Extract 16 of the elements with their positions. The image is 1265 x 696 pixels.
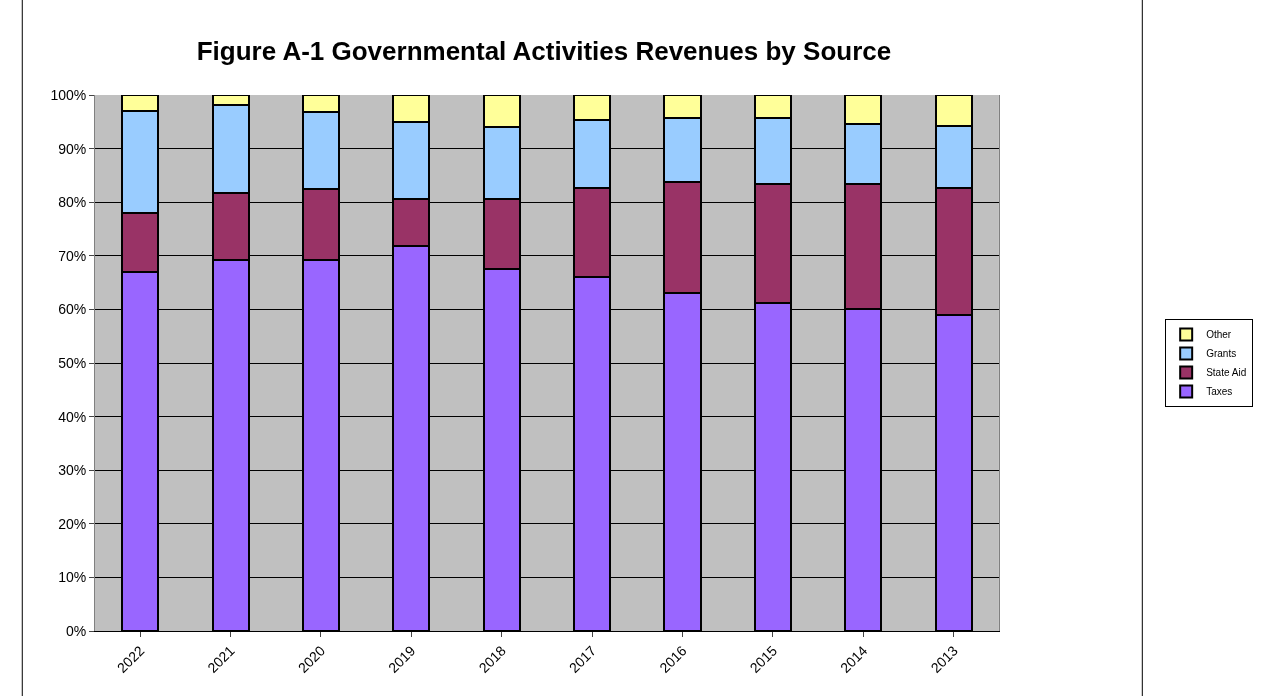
y-tick-label: 80% [58, 194, 87, 211]
y-tick-label: 20% [58, 515, 87, 532]
y-tick-label: 50% [58, 354, 87, 371]
y-tick-label: 10% [58, 569, 87, 586]
y-tick-label: 100% [50, 86, 87, 103]
legend-label: Other [1206, 329, 1232, 341]
y-tick-label: 30% [58, 462, 87, 479]
y-tick-label: 0% [65, 622, 87, 639]
y-tick-label: 60% [58, 301, 87, 318]
y-tick-label: 70% [58, 247, 87, 264]
legend-label: Grants [1206, 348, 1237, 360]
legend-label: Taxes [1206, 386, 1233, 398]
y-tick-label: 40% [58, 408, 87, 425]
legend-label: State Aid [1206, 367, 1247, 379]
chart-title: Figure A-1 Governmental Activities Revenues by Source [196, 35, 892, 66]
y-tick-label: 90% [58, 140, 87, 157]
